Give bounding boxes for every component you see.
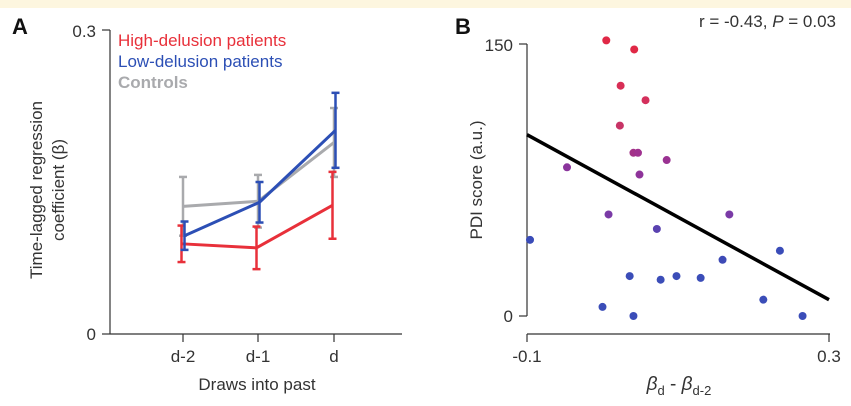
panel-a-ylabel-line1: Time-lagged regression [27, 101, 46, 279]
scatter-point [725, 210, 734, 219]
scatter-point [696, 273, 705, 282]
scatter-point [616, 81, 625, 90]
xlabel-beta-2: β [681, 374, 693, 395]
scatter-point [629, 312, 638, 320]
panel-b-annotation: r = -0.43, P = 0.03 [699, 12, 836, 31]
scatter-point [604, 210, 613, 219]
scatter-point [641, 96, 650, 105]
xlabel-sub-1: d [658, 383, 665, 398]
scatter-point [602, 36, 611, 45]
legend-high-delusion: High-delusion patients [118, 31, 286, 50]
annotation-p-symbol: P [772, 12, 784, 31]
panel-a-ytick-label-top: 0.3 [72, 22, 96, 41]
xlabel-minus: - [665, 374, 682, 395]
scatter-point [662, 156, 671, 165]
panel-a: A 0.3 0 Time-lagged regression coefficie… [12, 14, 402, 394]
panel-a-label: A [12, 14, 28, 39]
panel-b: B r = -0.43, P = 0.03 150 0 -0.1 0.3 PDI… [455, 12, 841, 398]
top-band [0, 0, 851, 8]
regression-line [526, 133, 830, 302]
scatter-point [630, 45, 639, 54]
panel-a-ytick-label-bottom: 0 [87, 325, 96, 344]
panel-b-label: B [455, 14, 471, 39]
scatter-point [718, 255, 727, 264]
scatter-point [598, 302, 607, 311]
scatter-point [563, 163, 572, 172]
scatter-point [759, 295, 768, 304]
annotation-p-value: = 0.03 [784, 12, 836, 31]
legend-controls: Controls [118, 73, 188, 92]
panel-b-xlabel: βd - βd-2 [646, 374, 712, 398]
scatter-point [798, 312, 807, 320]
annotation-r: r = -0.43, [699, 12, 772, 31]
panel-a-xtick-label: d-1 [246, 347, 271, 366]
panel-a-xlabel: Draws into past [198, 375, 315, 394]
panel-b-ytick-label-bottom: 0 [504, 307, 513, 326]
scatter-point [656, 275, 665, 284]
panel-b-xtick-label-left: -0.1 [512, 347, 541, 366]
panel-b-xtick-label-right: 0.3 [817, 347, 841, 366]
xlabel-beta-1: β [646, 374, 658, 395]
scatter-point [635, 170, 644, 179]
legend-low-delusion: Low-delusion patients [118, 52, 282, 71]
scatter-point [652, 224, 661, 233]
panel-b-ytick-label-top: 150 [485, 36, 513, 55]
panel-b-ylabel: PDI score (a.u.) [467, 120, 486, 239]
panel-a-xtick-label: d [329, 347, 338, 366]
scatter-point [633, 148, 642, 157]
scatter-point [526, 235, 535, 244]
panel-a-marks: d-2 d-1 d [171, 91, 340, 366]
scatter-point [625, 272, 634, 281]
panel-a-ylabel-line2: coefficient (β) [49, 139, 68, 241]
panel-a-xtick-label: d-2 [171, 347, 196, 366]
panel-b-marks [526, 36, 830, 320]
scatter-point [672, 272, 681, 281]
scatter-point [615, 121, 624, 130]
xlabel-sub-2: d-2 [693, 383, 712, 398]
scatter-point [775, 246, 784, 255]
